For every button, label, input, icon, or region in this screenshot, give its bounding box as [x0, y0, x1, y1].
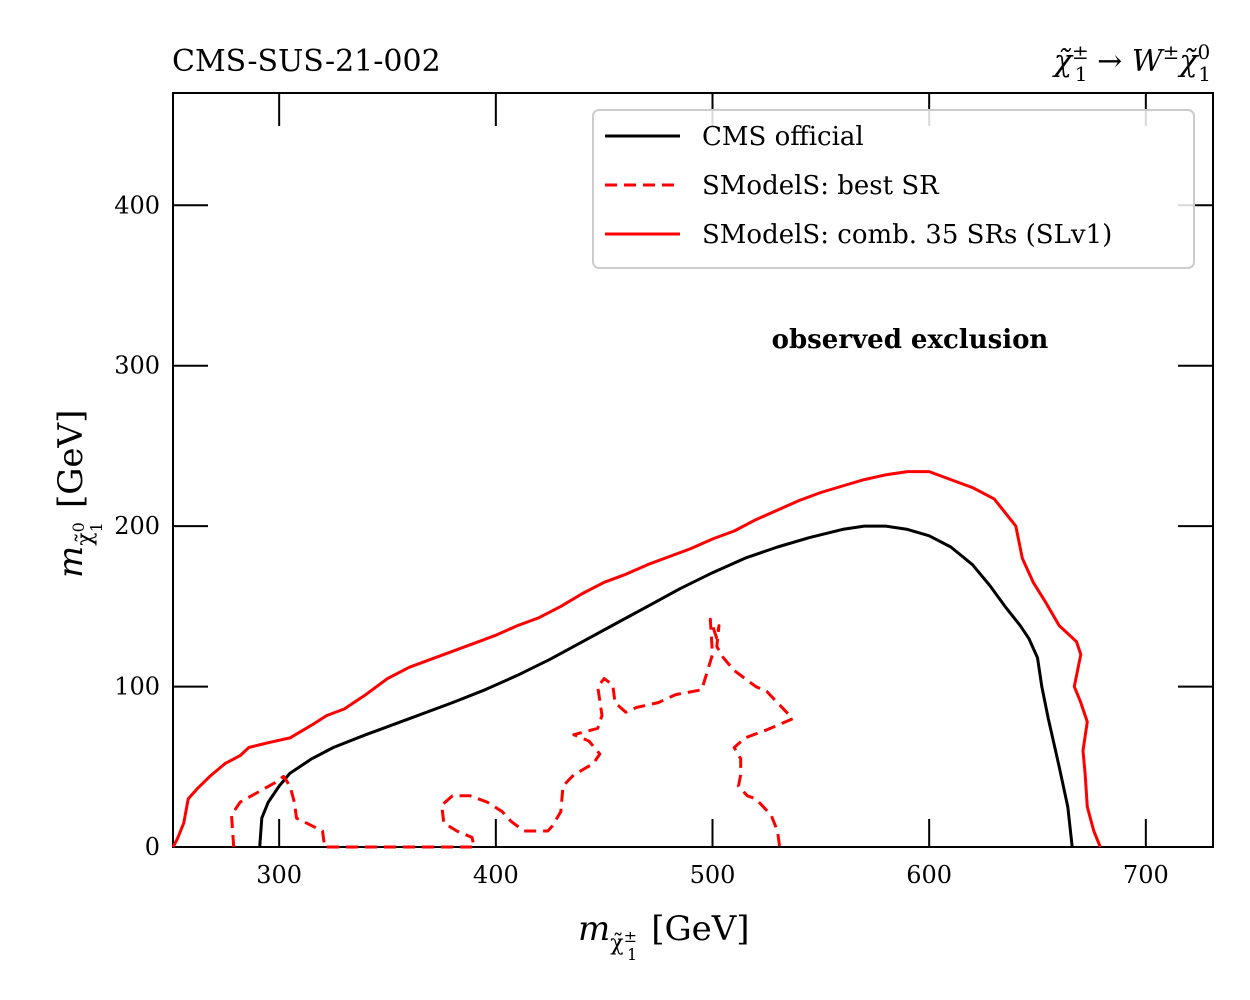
x-axis-label-chi: χ̃	[610, 931, 623, 956]
plot-frame	[172, 92, 1214, 848]
legend-label-cms-official: CMS official	[702, 122, 864, 152]
legend-box	[592, 109, 1195, 269]
title-sup-pm-w: ±	[1163, 40, 1180, 64]
observed-exclusion-annotation: observed exclusion	[772, 325, 1049, 355]
y-axis-label-chi: χ̃	[73, 532, 98, 545]
title-chi-symbol-2: χ̃	[1177, 44, 1199, 79]
y-tick-label: 100	[114, 673, 160, 701]
y-tick-label: 300	[114, 352, 160, 380]
x-tick-label: 500	[690, 861, 736, 889]
y-axis-label-m: m	[51, 546, 91, 578]
x-tick-label: 700	[1123, 861, 1169, 889]
chart-title-right: χ̃± 1 → W±χ̃0 1	[1052, 40, 1211, 86]
legend-label-best-sr: SModelS: best SR	[702, 171, 940, 201]
x-axis-label: mχ̃± 1 [GeV]	[578, 909, 750, 964]
y-tick-label: 400	[114, 191, 160, 219]
title-sub-1: 1	[1075, 62, 1088, 86]
legend-label-comb-srs: SModelS: comb. 35 SRs (SLv1)	[702, 220, 1112, 250]
title-arrow-w: → W	[1088, 44, 1165, 79]
series-smodels-comb-35-srs	[171, 470, 1102, 848]
title-sup-pm: ±	[1072, 40, 1089, 64]
y-tick-label: 200	[114, 512, 160, 540]
title-sub-1b: 1	[1198, 62, 1211, 86]
x-axis-label-sub: 1	[627, 945, 637, 964]
title-chi-symbol: χ̃	[1052, 44, 1074, 79]
y-axis-label-sub: 1	[87, 522, 106, 532]
x-axis-label-sup: ±	[624, 927, 637, 946]
x-tick-label: 600	[906, 861, 952, 889]
y-tick-label: 0	[145, 833, 160, 861]
x-axis-label-m: m	[578, 909, 610, 949]
y-axis-label-sup: 0	[69, 522, 88, 532]
y-axis-label: mχ̃01 [GeV]	[51, 410, 106, 578]
x-tick-label: 400	[473, 861, 519, 889]
series-smodels-best-sr	[230, 617, 795, 849]
title-sup-0: 0	[1198, 40, 1211, 64]
y-axis-label-unit: [GeV]	[51, 410, 91, 508]
legend: CMS official SModelS: best SR SModelS: c…	[592, 109, 1195, 269]
x-axis-label-unit: [GeV]	[651, 909, 749, 949]
y-ticks: 0 100 200 300 400	[114, 191, 1213, 861]
chart-title-left: CMS-SUS-21-002	[172, 44, 441, 79]
series-layer	[171, 470, 1102, 849]
series-cms-official	[258, 524, 1074, 848]
x-tick-label: 300	[256, 861, 302, 889]
